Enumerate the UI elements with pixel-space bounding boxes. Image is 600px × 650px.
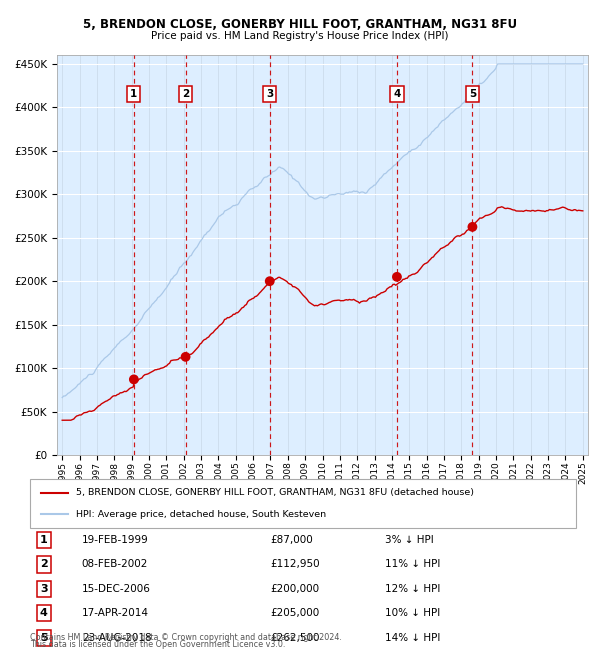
Text: 15-DEC-2006: 15-DEC-2006 xyxy=(82,584,151,594)
Text: 5, BRENDON CLOSE, GONERBY HILL FOOT, GRANTHAM, NG31 8FU: 5, BRENDON CLOSE, GONERBY HILL FOOT, GRA… xyxy=(83,18,517,31)
Bar xyxy=(134,55,185,455)
Text: 1: 1 xyxy=(40,535,47,545)
Text: £200,000: £200,000 xyxy=(270,584,319,594)
Text: 3% ↓ HPI: 3% ↓ HPI xyxy=(385,535,434,545)
Text: 5, BRENDON CLOSE, GONERBY HILL FOOT, GRANTHAM, NG31 8FU (detached house): 5, BRENDON CLOSE, GONERBY HILL FOOT, GRA… xyxy=(76,488,475,497)
Text: 2: 2 xyxy=(182,89,189,99)
Point xyxy=(467,222,477,232)
Text: 1: 1 xyxy=(130,89,137,99)
Text: 4: 4 xyxy=(40,608,47,618)
Text: 12% ↓ HPI: 12% ↓ HPI xyxy=(385,584,440,594)
Point xyxy=(392,272,402,282)
Text: 5: 5 xyxy=(40,633,47,643)
Bar xyxy=(185,55,270,455)
Point xyxy=(181,352,190,362)
Point xyxy=(265,276,275,287)
Text: 14% ↓ HPI: 14% ↓ HPI xyxy=(385,633,440,643)
Text: £205,000: £205,000 xyxy=(270,608,319,618)
Text: 19-FEB-1999: 19-FEB-1999 xyxy=(82,535,149,545)
Text: Price paid vs. HM Land Registry's House Price Index (HPI): Price paid vs. HM Land Registry's House … xyxy=(151,31,449,40)
Bar xyxy=(397,55,472,455)
Bar xyxy=(472,55,588,455)
Text: 23-AUG-2018: 23-AUG-2018 xyxy=(82,633,151,643)
Text: 08-FEB-2002: 08-FEB-2002 xyxy=(82,560,148,569)
Text: HPI: Average price, detached house, South Kesteven: HPI: Average price, detached house, Sout… xyxy=(76,510,326,519)
Text: 11% ↓ HPI: 11% ↓ HPI xyxy=(385,560,440,569)
Text: 4: 4 xyxy=(393,89,401,99)
Text: £262,500: £262,500 xyxy=(270,633,320,643)
Bar xyxy=(57,55,134,455)
Text: 3: 3 xyxy=(266,89,274,99)
Text: Contains HM Land Registry data © Crown copyright and database right 2024.: Contains HM Land Registry data © Crown c… xyxy=(30,632,342,642)
Text: 10% ↓ HPI: 10% ↓ HPI xyxy=(385,608,440,618)
Text: 5: 5 xyxy=(469,89,476,99)
Text: 2: 2 xyxy=(40,560,47,569)
Text: This data is licensed under the Open Government Licence v3.0.: This data is licensed under the Open Gov… xyxy=(30,640,286,649)
Text: 17-APR-2014: 17-APR-2014 xyxy=(82,608,149,618)
Text: 3: 3 xyxy=(40,584,47,594)
FancyBboxPatch shape xyxy=(30,479,576,528)
Point xyxy=(129,374,139,385)
Bar xyxy=(270,55,397,455)
Text: £87,000: £87,000 xyxy=(270,535,313,545)
Text: £112,950: £112,950 xyxy=(270,560,320,569)
